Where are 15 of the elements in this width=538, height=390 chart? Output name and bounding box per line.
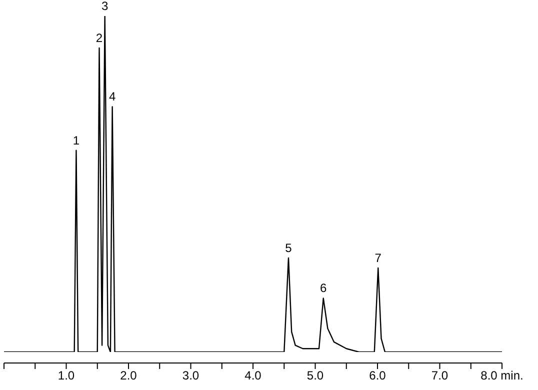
x-tick-label: 7.0 (431, 368, 448, 383)
x-tick-label: 4.0 (244, 368, 262, 383)
annotation: 5 (285, 240, 292, 255)
x-tick-label: 8.0 min. (480, 368, 524, 383)
annotation: 1 (72, 133, 80, 148)
x-tick-label: 5.0 (306, 368, 324, 383)
x-tick-label: 6.0 (369, 368, 386, 383)
annotation: 7 (374, 251, 382, 265)
annotation: 6 (320, 281, 327, 296)
x-tick-label: 1.0 (58, 368, 75, 383)
annotation: 3 (102, 0, 108, 13)
annotation: 2 (96, 30, 103, 45)
x-tick-label: 3.0 (182, 368, 200, 383)
x-tick-label: 2.0 (120, 368, 138, 383)
annotation: 4 (108, 90, 116, 104)
